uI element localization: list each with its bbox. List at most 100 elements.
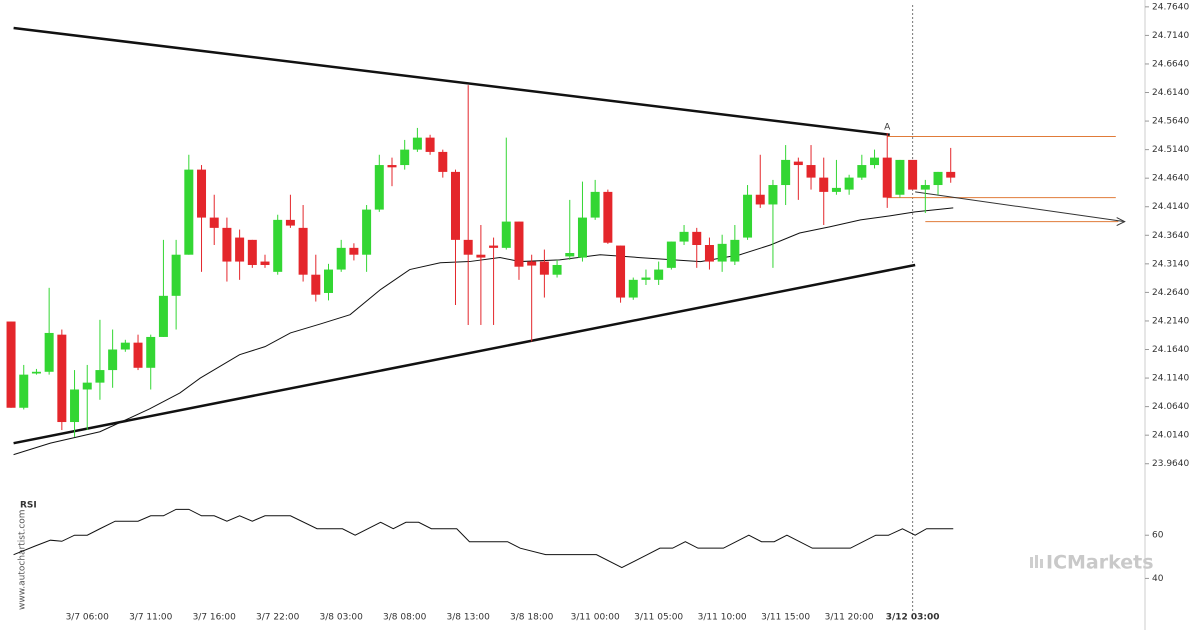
candle-body [260,261,270,265]
marker-label: A [884,123,891,133]
candle-body [895,159,905,195]
candle-body [704,245,714,262]
candle-body [374,165,384,210]
candle-body [781,159,791,186]
y-tick-label: 24.2140 [1152,316,1189,326]
candle-body [577,217,587,258]
candle-body [336,247,346,270]
candle-body [209,217,219,228]
candle-body [920,185,930,190]
candle-body [463,239,473,255]
brand-logo: ICMarkets [1030,552,1154,574]
candle-body [247,239,257,265]
candle-body [755,194,765,205]
x-tick-label: 3/11 05:00 [634,613,683,623]
x-tick-label: 3/12 03:00 [886,613,940,623]
candle-body [273,219,283,272]
candle-body [95,370,105,383]
candle-body [450,171,460,240]
candle-body [539,261,549,275]
candle-body [285,219,295,226]
y-tick-label: 24.3640 [1152,231,1189,241]
y-tick-label: 60 [1152,531,1164,541]
candle-body [146,336,156,368]
candle-body [311,274,321,295]
candle-body [400,149,410,166]
candle-body [641,277,651,280]
trendline [13,263,916,445]
candle-body [806,165,816,178]
y-tick-label: 24.6640 [1152,59,1189,69]
candle-body [628,279,638,298]
candle-body [438,151,448,172]
x-tick-label: 3/8 13:00 [447,613,491,623]
candle-body [362,209,372,255]
candle-body [31,371,41,374]
candle-body [552,264,562,275]
x-tick-label: 3/7 22:00 [256,613,300,623]
candle-body [730,239,740,262]
moving-average [13,207,954,456]
candle-body [527,261,537,266]
candle-body [57,334,67,423]
x-tick-label: 3/11 20:00 [825,613,874,623]
candle-body [603,191,613,243]
candle-body [222,227,232,262]
candle-body [946,171,956,178]
candle-body [908,159,918,190]
candle-body [857,165,867,178]
candle-body [44,332,54,372]
candle-body [666,241,676,268]
candle-body [692,231,702,245]
candle-body [412,137,422,150]
rsi-line [13,508,954,569]
candle-body [679,231,689,242]
y-tick-label: 24.3140 [1152,259,1189,269]
candle-body [565,252,575,257]
candle-body [6,321,16,408]
y-tick-label: 24.2640 [1152,288,1189,298]
candle-body [19,374,29,408]
y-tick-label: 24.7140 [1152,31,1189,41]
y-tick-label: 24.0640 [1152,402,1189,412]
candle-body [844,177,854,190]
candle-body [184,169,194,255]
candle-body [870,157,880,166]
x-tick-label: 3/7 16:00 [193,613,237,623]
watermark-brand: ICMarkets [1046,552,1154,574]
x-tick-label: 3/8 08:00 [383,613,427,623]
candle-body [793,161,803,166]
y-tick-label: 40 [1152,574,1164,584]
candle-body [120,342,130,350]
candle-body [933,171,943,186]
candle-body [108,349,118,371]
y-tick-label: 23.9640 [1152,459,1189,469]
candle-body [743,194,753,238]
candle-body [298,227,308,275]
y-tick-label: 24.4140 [1152,202,1189,212]
projection-arrowhead [1116,217,1126,227]
candle-body [489,245,499,248]
projection [915,191,1125,223]
candle-body [387,165,397,168]
candle-body [349,247,359,255]
x-tick-label: 3/8 18:00 [510,613,554,623]
candle-body [882,157,892,198]
candle-body [768,185,778,205]
x-tick-label: 3/11 00:00 [571,613,620,623]
candle-body [158,295,168,337]
y-tick-label: 24.5640 [1152,117,1189,127]
candle-body [324,269,334,293]
candle-body [831,187,841,192]
candle-body [235,237,245,262]
panel-title: RSI [20,501,37,511]
candle-body [717,243,727,262]
watermark-site: www.autochartist.com [18,509,28,610]
candle-body [654,269,664,280]
x-tick-label: 3/11 10:00 [698,613,747,623]
y-tick-label: 24.6140 [1152,88,1189,98]
x-tick-label: 3/7 11:00 [129,613,173,623]
candle-body [819,177,829,192]
y-tick-label: 24.4640 [1152,174,1189,184]
